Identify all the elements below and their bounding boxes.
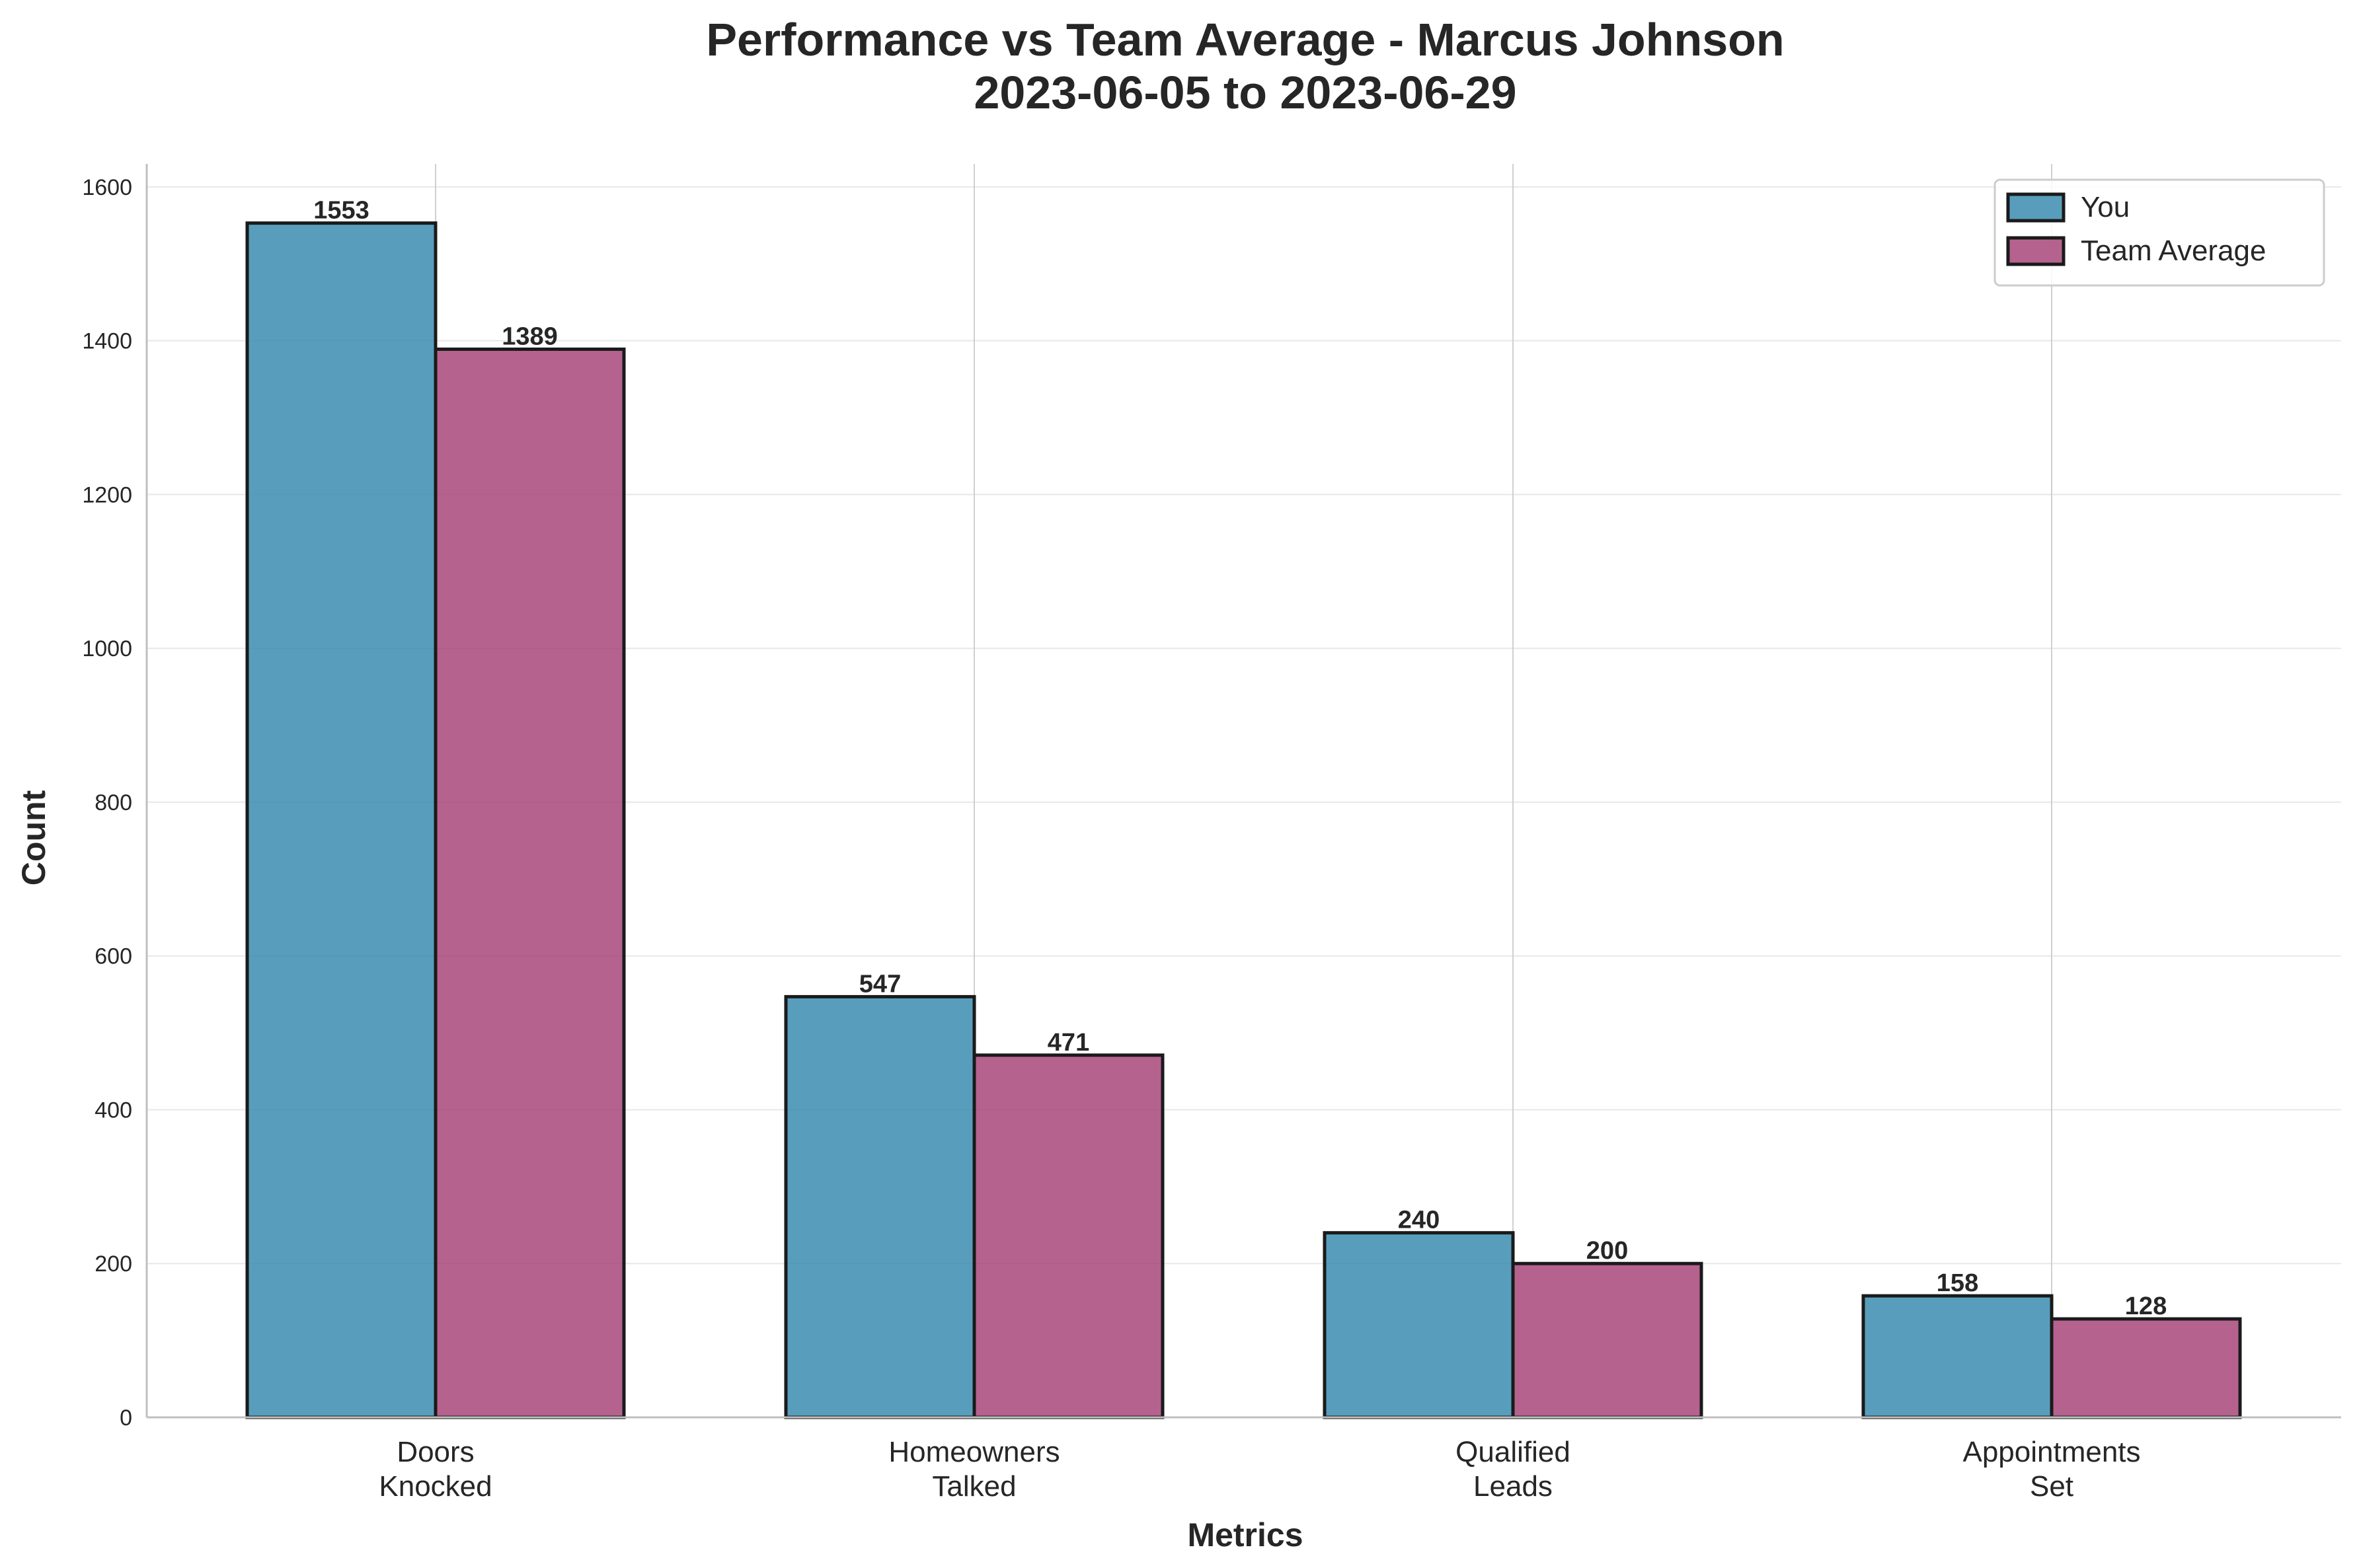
legend: You Team Average <box>1993 178 2325 287</box>
y-tick-label: 1600 <box>82 175 132 200</box>
x-tick-label: Appointments <box>1962 1436 2140 1468</box>
x-axis-label: Metrics <box>1187 1516 1303 1553</box>
data-label: 128 <box>2125 1292 2167 1320</box>
data-label: 1389 <box>502 322 558 350</box>
bar-team-average <box>972 1053 1165 1419</box>
data-label: 471 <box>1048 1029 1089 1057</box>
bar-you <box>784 994 976 1419</box>
x-tick-label: Leads <box>1473 1470 1553 1503</box>
y-axis-label: Count <box>15 790 52 885</box>
y-tick-label: 1200 <box>82 482 132 507</box>
bar-you <box>245 221 438 1419</box>
bar-team-average <box>434 347 626 1419</box>
x-tick-label: Knocked <box>379 1470 492 1503</box>
x-tick-label: Set <box>2030 1470 2073 1503</box>
axes <box>145 164 2341 1419</box>
y-tick-label: 0 <box>120 1405 132 1431</box>
data-label: 158 <box>1937 1269 1978 1297</box>
data-label: 547 <box>859 970 901 998</box>
bar-team-average <box>2050 1317 2242 1419</box>
x-tick-label: Qualified <box>1455 1436 1570 1468</box>
y-tick-label: 600 <box>95 944 132 969</box>
x-tick-label: Talked <box>932 1470 1016 1503</box>
chart-title: Performance vs Team Average - Marcus Joh… <box>706 14 1784 65</box>
bar-team-average <box>1511 1261 1703 1419</box>
data-label: 200 <box>1586 1237 1628 1265</box>
legend-swatch-team-average <box>2006 236 2066 266</box>
y-tick-label: 800 <box>95 790 132 815</box>
x-tick-label: Homeowners <box>888 1436 1060 1468</box>
labels: Performance vs Team Average - Marcus Joh… <box>15 14 2167 1553</box>
legend-box <box>1993 178 2325 287</box>
data-label: 1553 <box>313 197 369 225</box>
bar-you <box>1861 1294 2054 1419</box>
data-label: 240 <box>1398 1207 1440 1234</box>
y-tick-label: 200 <box>95 1251 132 1277</box>
chart-subtitle: 2023-06-05 to 2023-06-29 <box>974 67 1516 118</box>
x-tick-label: Doors <box>397 1436 474 1468</box>
legend-swatch-you <box>2006 192 2066 223</box>
y-tick-label: 1400 <box>82 329 132 354</box>
y-tick-label: 1000 <box>82 636 132 661</box>
y-tick-label: 400 <box>95 1098 132 1123</box>
bar-you <box>1323 1231 1515 1419</box>
bars <box>245 221 2242 1419</box>
legend-label: You <box>2081 191 2130 223</box>
legend-label: Team Average <box>2081 235 2266 267</box>
